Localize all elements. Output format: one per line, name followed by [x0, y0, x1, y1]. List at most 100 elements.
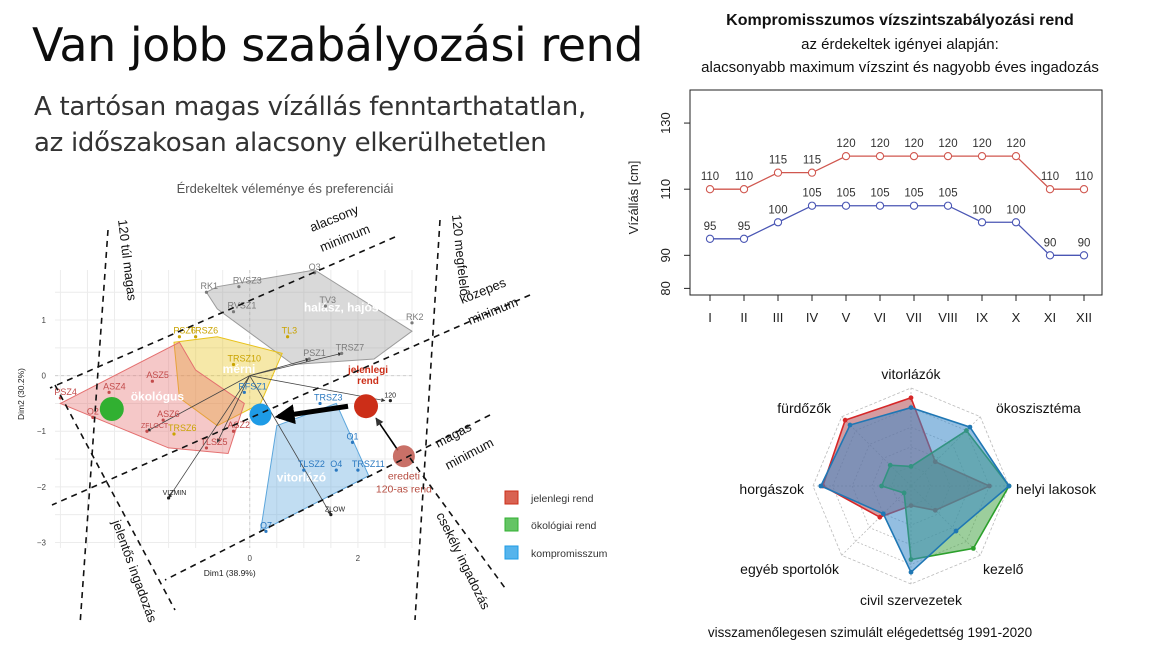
pca-point [177, 335, 182, 339]
line-plot-frame [689, 89, 1103, 296]
pca-point-label: TL3 [282, 326, 298, 336]
radar-axis-label: civil szervezetek [860, 592, 963, 608]
pca-point-label: O4 [330, 459, 342, 469]
line-point-s1 [943, 151, 953, 161]
pca-ytick: −1 [37, 427, 47, 436]
pca-point-label: PSZ1 [303, 348, 326, 358]
pca-loading-arrow [249, 375, 332, 515]
line-data-label-s2: 100 [972, 204, 991, 216]
radar-axis-label: egyéb sportolók [740, 561, 840, 577]
line-xtick-label: X [1012, 310, 1021, 325]
satisfaction-radar-chart: vitorlázók ökoszisztéma helyi lakosok kezel… [739, 366, 1097, 608]
pca-point-label: TRSZ6 [168, 423, 197, 433]
pca-hull-halszhajs [205, 269, 413, 366]
line-data-label-s1: 110 [1041, 171, 1059, 183]
line-ytick-label: 130 [658, 112, 673, 134]
pca-point [334, 468, 338, 472]
regime-origin-arrow [375, 417, 399, 451]
pca-point [161, 418, 165, 422]
pca-point [323, 304, 328, 308]
pca-point-label: ASZ4 [103, 381, 126, 391]
line-chart-subtitle-2: alacsonyabb maximum vízszint és nagyobb … [701, 59, 1099, 76]
legend-swatch-2 [504, 517, 519, 532]
pca-point-label: ASZ5 [146, 370, 169, 380]
line-data-label-s2: 90 [1044, 237, 1057, 249]
pca-point-label: TRSZ3 [314, 392, 343, 402]
line-data-label-s2: 105 [870, 188, 889, 200]
line-xtick-label: IV [806, 310, 819, 325]
line-data-label-s2: 100 [1006, 204, 1025, 216]
pca-point-label: RFSZ1 [238, 381, 267, 391]
pca-point-label: RK2 [406, 312, 424, 322]
line-data-label-s2: 90 [1078, 237, 1091, 249]
line-data-label-s1: 120 [972, 138, 991, 150]
line-point-s2 [1011, 218, 1021, 227]
pca-ylabel: Dim2 (30.2%) [16, 368, 26, 420]
pca-point [91, 415, 95, 419]
line-xtick-label: VII [906, 310, 922, 325]
line-data-label-s2: 105 [938, 188, 957, 200]
line-data-label-s1: 120 [836, 138, 855, 150]
line-point-s2 [705, 234, 715, 243]
radar-axis-label: fürdőzők [777, 400, 832, 416]
pca-point-label: TLSZ5 [200, 437, 227, 447]
regime-marker-1 [354, 394, 379, 419]
pca-point [231, 429, 236, 433]
line-data-label-s2: 105 [802, 188, 821, 200]
line-data-label-s2: 105 [904, 188, 923, 200]
line-xtick-label: XII [1076, 310, 1092, 325]
line-data-label-s2: 95 [704, 221, 717, 233]
pca-point [388, 399, 392, 403]
pca-xlabel: Dim1 (38.9%) [204, 568, 256, 578]
slide-subtitle-line1: A tartósan magas vízállás fenntarthatatl… [34, 92, 586, 122]
radar-axis-label: horgászok [739, 481, 805, 497]
slide-subtitle-line2: az időszakosan alacsony elkerülhetetlen [34, 128, 547, 158]
line-point-s1 [977, 151, 987, 161]
line-point-s1 [739, 185, 749, 194]
line-ylabel: Vízállás [cm] [626, 161, 641, 235]
pca-group-label: halász, hajós [304, 301, 379, 315]
line-series-1 [710, 155, 1084, 190]
legend-swatch-3 [504, 545, 519, 560]
pca-point-label: RVSZ1 [228, 301, 257, 311]
pca-point [302, 468, 306, 472]
annotation-120-too-high: 120 túl magas [115, 219, 140, 302]
line-point-s1 [773, 168, 783, 177]
line-point-s2 [1079, 251, 1089, 260]
pca-hull-kolgus [59, 341, 245, 455]
pca-point-label: ZFLOCT [141, 423, 169, 430]
line-data-label-s1: 120 [870, 138, 889, 150]
radar-axis-label: ökoszisztéma [996, 400, 1081, 416]
line-point-s1 [807, 168, 817, 177]
pca-ytick: −2 [37, 483, 47, 492]
regime-marker-3 [249, 403, 272, 426]
pca-group-label: ökológus [131, 390, 185, 404]
guide-large-fluctuation [54, 384, 176, 611]
pca-point-label: PSZ6 [173, 326, 196, 336]
radar-point-s3 [880, 511, 886, 517]
line-data-label-s1: 120 [904, 138, 923, 150]
pca-point [150, 379, 154, 383]
pca-point [410, 321, 414, 325]
legend-label-1: jelenlegi rend [530, 493, 594, 505]
radar-point-s3 [847, 422, 853, 428]
pca-point [285, 335, 290, 339]
pca-loading-arrow [146, 375, 250, 432]
line-xtick-label: XI [1044, 310, 1056, 325]
slide-title: Van jobb szabályozási rend [32, 18, 643, 72]
line-point-s2 [875, 201, 885, 210]
radar-point-s2 [970, 545, 976, 551]
line-data-label-s1: 115 [803, 155, 821, 167]
pca-point-label: ASZ2 [228, 420, 251, 430]
line-point-s2 [773, 218, 783, 227]
radar-point-s3 [953, 528, 959, 534]
pca-point-label: RK1 [200, 281, 218, 291]
pca-point-label: TRSZ11 [352, 459, 385, 469]
pca-xtick: 2 [356, 554, 361, 563]
radar-axis-label: vitorlázók [881, 366, 941, 382]
pca-point [242, 390, 246, 394]
pca-xtick: 0 [248, 554, 253, 563]
pca-point [340, 351, 344, 355]
radar-point-s3 [908, 569, 914, 575]
pca-point [350, 440, 355, 444]
